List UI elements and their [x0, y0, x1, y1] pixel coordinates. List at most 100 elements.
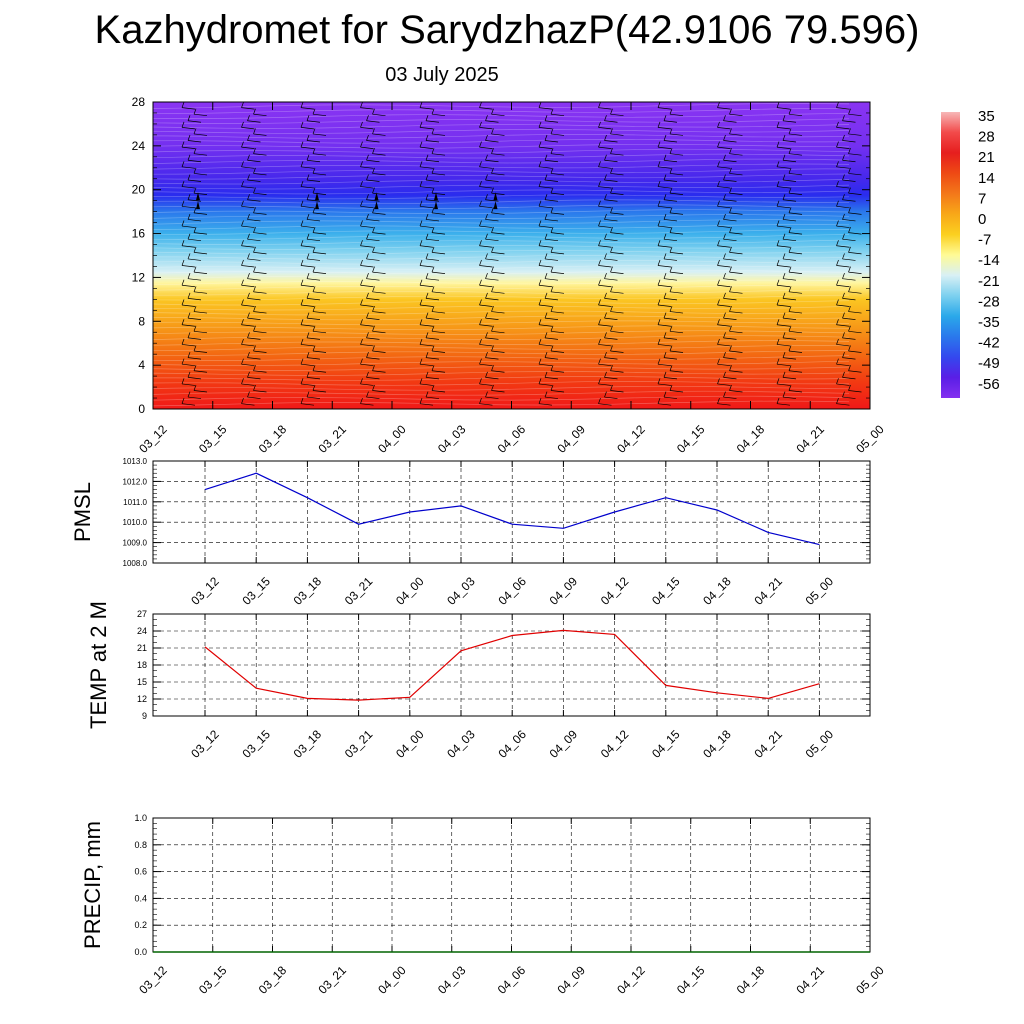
wind-barb — [425, 199, 440, 202]
wind-barb — [187, 179, 202, 182]
wind-barb-flag — [491, 167, 494, 174]
wind-barb — [610, 173, 624, 176]
wind-barb-flag — [788, 345, 792, 352]
wind-barb-flag — [431, 384, 435, 391]
wind-barb-flag — [187, 134, 191, 141]
wind-barb-flag — [723, 292, 726, 299]
wind-barb-flag — [550, 365, 554, 371]
contour-line — [153, 255, 850, 260]
wind-barb — [657, 127, 672, 130]
x-tick-label: 04_15 — [674, 963, 708, 997]
wind-barb — [657, 284, 672, 288]
wind-barb — [598, 363, 612, 367]
wind-barb-flag — [241, 398, 244, 404]
wind-barb-flag — [193, 167, 197, 174]
wind-barb-flag — [187, 391, 191, 398]
contour-line — [153, 279, 850, 286]
wind-barb — [419, 107, 434, 110]
wind-barb-flag — [598, 200, 601, 207]
wind-barb-flag — [187, 115, 191, 121]
wind-barb — [669, 271, 684, 274]
wind-barb-flag — [598, 240, 601, 246]
wind-barb-flag — [729, 207, 732, 214]
wind-barb-flag — [842, 351, 845, 358]
contour-line — [153, 239, 850, 245]
wind-barb-flag — [550, 305, 554, 312]
wind-barb-flag — [419, 259, 423, 266]
wind-barb-flag — [598, 338, 601, 345]
wind-barb — [241, 245, 255, 248]
wind-barb-flag — [491, 207, 494, 214]
wind-barb-flag — [550, 187, 554, 194]
wind-barb-flag — [193, 384, 197, 391]
wind-barb — [247, 396, 261, 399]
wind-barb-flag — [788, 207, 792, 214]
wind-barb-flag — [669, 266, 673, 273]
wind-barb — [776, 284, 791, 288]
plot-frame — [152, 460, 871, 564]
wind-barb — [538, 245, 553, 248]
wind-barb — [181, 245, 196, 248]
wind-barb-flag — [657, 338, 661, 345]
wind-barb — [253, 271, 267, 274]
contour-line — [153, 350, 850, 357]
wind-barb-flag — [479, 220, 482, 227]
wind-barb — [663, 179, 678, 182]
x-tick-label: 04_12 — [598, 727, 632, 761]
wind-barb-flag — [485, 213, 488, 220]
wind-barb — [598, 284, 612, 288]
wind-barb-flag — [729, 345, 732, 352]
wind-barb-flag — [610, 246, 613, 253]
wind-barb-flag — [717, 398, 720, 404]
wind-barb — [598, 304, 612, 307]
wind-barb — [241, 383, 255, 386]
wind-barb — [360, 324, 374, 327]
wind-barb-flag — [306, 351, 310, 358]
wind-barb-flag — [663, 332, 667, 338]
wind-barb-flag — [669, 167, 673, 174]
wind-barb — [604, 377, 618, 380]
wind-barb-flag — [538, 121, 542, 128]
wind-barb — [604, 159, 618, 163]
wind-barb — [776, 205, 791, 209]
wind-barb — [848, 173, 862, 176]
wind-barb-flag — [538, 358, 542, 365]
wind-barb-flag — [366, 154, 369, 161]
wind-barb-flag — [253, 108, 256, 115]
wind-barb-flag — [491, 365, 494, 371]
page-title: Kazhydromet for SarydzhazP(42.9106 79.59… — [94, 8, 920, 52]
wind-barb — [717, 344, 731, 347]
wind-barb — [848, 232, 862, 235]
wind-barb-flag — [419, 180, 423, 187]
wind-barb — [241, 344, 255, 347]
x-tick-label: 04_15 — [649, 727, 683, 761]
x-tick-label: 05_00 — [803, 727, 837, 761]
wind-barb — [842, 238, 856, 242]
wind-barb-flag — [306, 253, 310, 260]
colorbar-label: -7 — [978, 232, 991, 249]
wind-barb — [372, 113, 386, 117]
wind-barb — [181, 363, 196, 367]
wind-barb-flag — [300, 121, 304, 128]
wind-barb-flag — [663, 174, 667, 181]
wind-barb-flag — [485, 391, 488, 398]
wind-barb — [836, 363, 850, 367]
wind-barb-flag — [187, 273, 191, 279]
wind-barb-flag — [431, 227, 435, 233]
wind-barb — [610, 212, 624, 215]
wind-barb — [479, 166, 493, 169]
wind-barb-flag — [782, 371, 786, 378]
contour-line — [153, 148, 850, 154]
wind-barb-flag — [657, 299, 661, 306]
wind-barb — [306, 298, 321, 301]
wind-barb — [306, 396, 321, 399]
wind-barb-flag — [366, 273, 369, 279]
wind-barb — [241, 166, 255, 169]
wind-barb-flag — [538, 398, 542, 404]
wind-barb-flag — [360, 220, 363, 227]
wind-barb-flag — [193, 365, 197, 371]
wind-barb-flag — [842, 273, 845, 279]
wind-barb — [776, 304, 791, 307]
wind-barb-flag — [663, 194, 667, 200]
wind-barb — [193, 133, 208, 136]
